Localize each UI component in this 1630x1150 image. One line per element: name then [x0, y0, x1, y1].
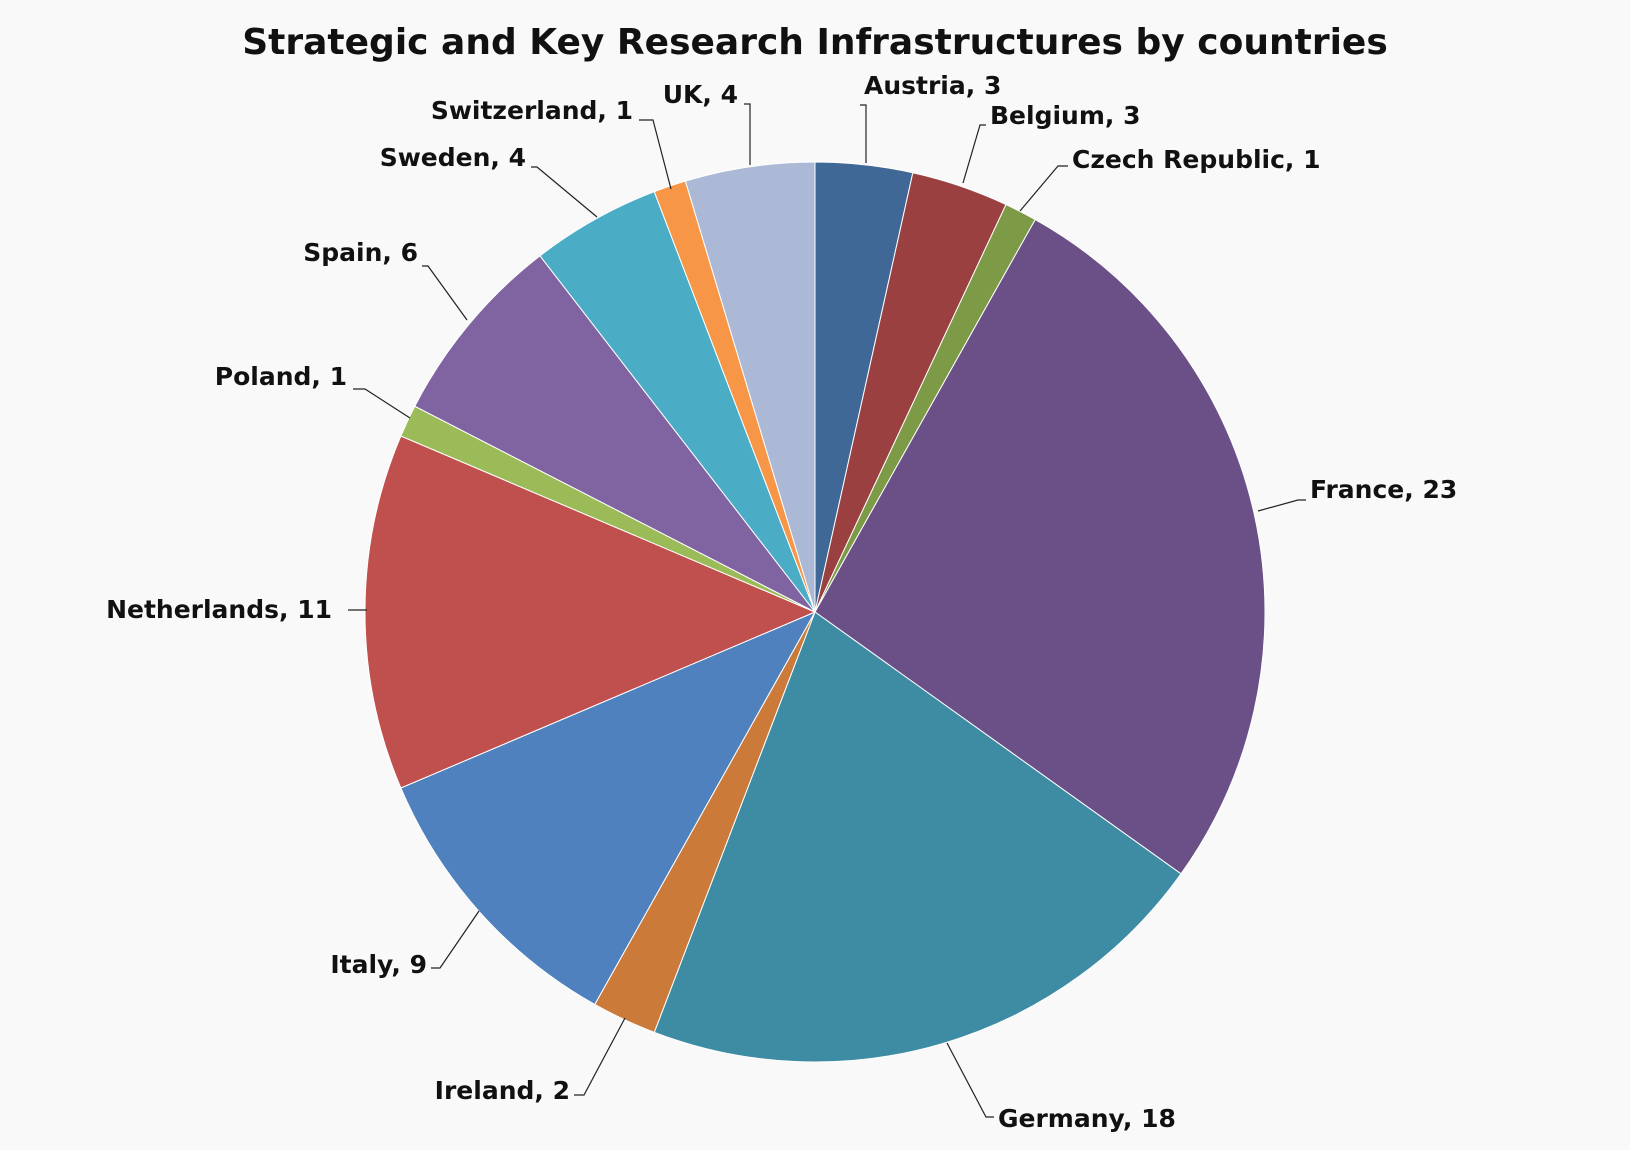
slice-label-poland: Poland, 1	[215, 362, 347, 391]
slice-label-italy: Italy, 9	[330, 950, 427, 979]
leader-line-germany	[946, 1042, 994, 1118]
slice-label-sweden: Sweden, 4	[380, 143, 526, 172]
leader-line-belgium	[962, 124, 986, 184]
pie-slices	[364, 161, 1266, 1063]
leader-line-switzerland	[639, 119, 672, 190]
leader-line-czech-republic	[1019, 165, 1068, 212]
pie-slice-netherlands	[364, 435, 817, 789]
slice-label-belgium: Belgium, 3	[990, 101, 1141, 130]
slice-label-germany: Germany, 18	[998, 1104, 1176, 1133]
slice-label-ireland: Ireland, 2	[435, 1076, 570, 1105]
chart-title: Strategic and Key Research Infrastructur…	[242, 22, 1388, 63]
slice-label-czech-republic: Czech Republic, 1	[1072, 145, 1321, 174]
slice-label-france: France, 23	[1310, 475, 1457, 504]
leader-line-ireland	[574, 1017, 626, 1096]
leader-line-spain	[422, 265, 468, 321]
leader-line-sweden	[531, 166, 598, 218]
pie-slice-uk	[684, 161, 816, 613]
leader-lines	[348, 103, 1306, 1118]
slice-label-spain: Spain, 6	[303, 238, 418, 267]
leader-line-france	[1257, 499, 1306, 512]
pie-slice-france	[814, 218, 1266, 875]
pie-slice-italy	[400, 610, 817, 1006]
pie-slice-spain	[414, 255, 816, 613]
leader-line-poland	[353, 388, 411, 419]
slice-label-uk: UK, 4	[663, 80, 738, 109]
leader-line-italy	[431, 910, 480, 969]
slice-label-austria: Austria, 3	[864, 71, 1001, 100]
slice-label-netherlands: Netherlands, 11	[106, 595, 332, 624]
leader-line-uk	[744, 103, 751, 165]
pie-slice-germany	[653, 611, 1182, 1063]
leader-line-austria	[860, 104, 867, 163]
slice-label-switzerland: Switzerland, 1	[431, 96, 633, 125]
